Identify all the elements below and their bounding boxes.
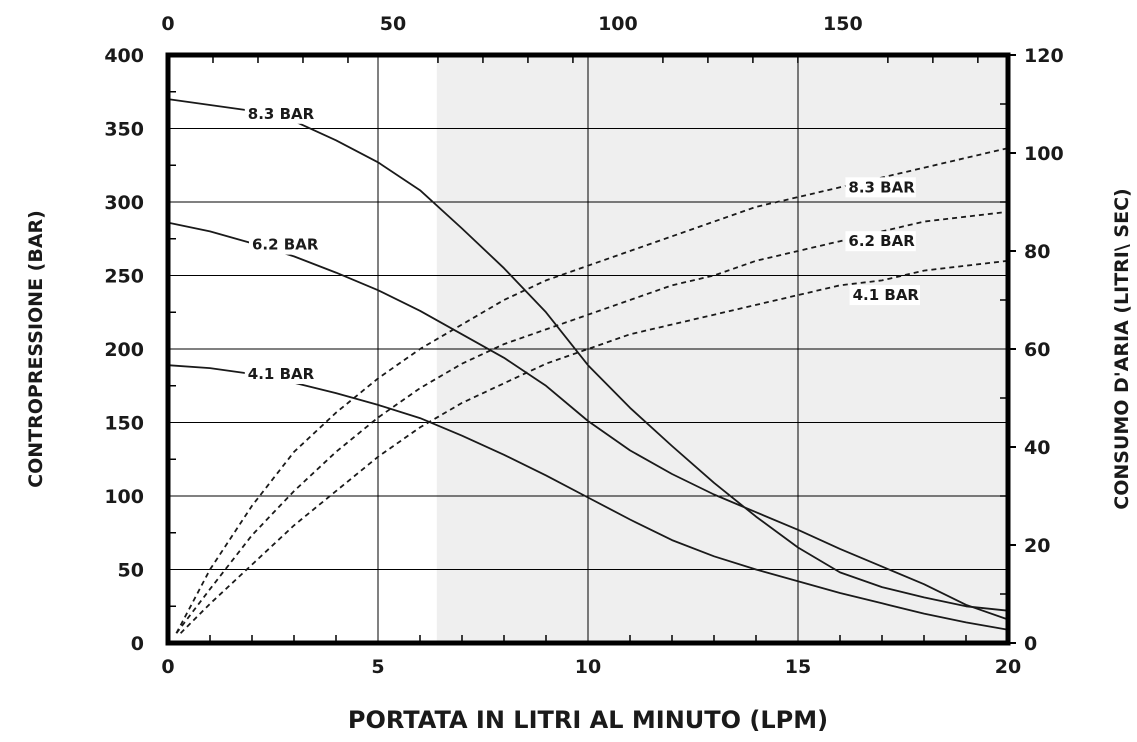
y-left-tick-label: 400 <box>104 45 144 67</box>
series-line-solid-4-1-bar <box>167 364 1009 631</box>
y-left-tick-label: 300 <box>104 192 144 214</box>
y-left-tick-label: 50 <box>118 560 144 582</box>
y-left-axis-title: CONTROPRESSIONE (BAR) <box>25 210 47 488</box>
y-left-tick-label: 100 <box>104 486 144 508</box>
x-tick-label: 0 <box>161 656 174 678</box>
x-axis-title: PORTATA IN LITRI AL MINUTO (LPM) <box>348 706 828 734</box>
series-line-solid-6-2-bar <box>167 221 1009 621</box>
y-left-tick-label: 350 <box>104 119 144 141</box>
curve-label: 4.1 BAR <box>853 286 920 304</box>
x-tick-label: 20 <box>995 656 1021 678</box>
series-line-solid-8-3-bar <box>167 98 1009 612</box>
curve-label-bg <box>244 103 316 124</box>
y-right-tick-label: 120 <box>1024 45 1064 67</box>
y-left-tick-label: 150 <box>104 413 144 435</box>
y-right-tick-label: 80 <box>1024 241 1050 263</box>
x-top-tick-label: 150 <box>823 13 863 35</box>
y-left-tick-label: 0 <box>131 633 144 655</box>
y-right-tick-label: 40 <box>1024 437 1050 459</box>
x-tick-label: 5 <box>371 656 384 678</box>
curve-label: 4.1 BAR <box>248 365 315 383</box>
curve-label: 6.2 BAR <box>848 232 915 250</box>
curve-label-bg <box>845 231 916 252</box>
plot-frame <box>165 52 1011 646</box>
x-tick-label: 10 <box>575 656 601 678</box>
y-left-tick-label: 250 <box>104 266 144 288</box>
series-line-dashed-4-1-bar <box>179 259 1009 634</box>
x-tick-label: 15 <box>785 656 811 678</box>
y-right-tick-label: 100 <box>1024 143 1064 165</box>
x-top-tick-label: 0 <box>161 13 174 35</box>
x-top-tick-label: 50 <box>380 13 406 35</box>
curve-label-bg <box>849 285 920 306</box>
y-left-tick-label: 200 <box>104 339 144 361</box>
series-line-dashed-8-3-bar <box>175 147 1009 634</box>
curve-label-bg <box>249 234 320 255</box>
y-right-tick-label: 60 <box>1024 339 1050 361</box>
y-right-axis-title: CONSUMO D'ARIA (LITRI\ SEC) <box>1111 188 1133 509</box>
y-right-tick-label: 0 <box>1024 633 1037 655</box>
x-top-tick-label: 100 <box>598 13 638 35</box>
y-right-tick-label: 20 <box>1024 535 1050 557</box>
curve-label: 8.3 BAR <box>848 178 915 196</box>
curve-label-bg <box>845 177 916 198</box>
curve-label-bg <box>244 363 316 384</box>
curve-label: 6.2 BAR <box>252 236 319 254</box>
curve-label: 8.3 BAR <box>248 105 315 123</box>
